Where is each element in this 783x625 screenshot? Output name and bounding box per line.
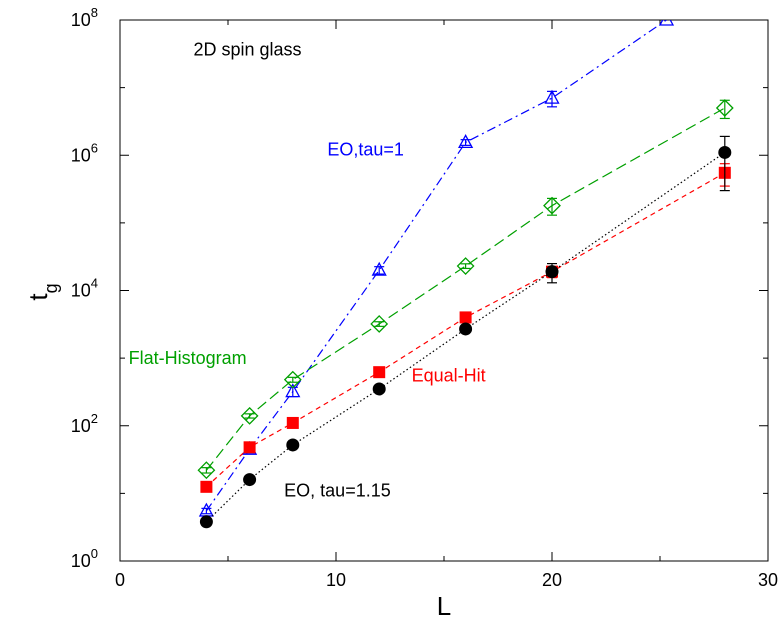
series-Flat-Histogram bbox=[197, 99, 734, 480]
data-point bbox=[459, 322, 473, 336]
series-line bbox=[205, 151, 726, 523]
y-tick-label: 102 bbox=[71, 411, 98, 436]
data-point bbox=[283, 370, 302, 389]
annotation: EO,tau=1 bbox=[327, 139, 404, 159]
x-axis-label: L bbox=[437, 591, 451, 621]
y-tick-label: 100 bbox=[71, 546, 98, 571]
axis-ticks: 0 10 20 30 100 102 104 106 108 bbox=[71, 5, 778, 590]
series-line bbox=[205, 107, 726, 471]
annotation: Equal-Hit bbox=[412, 366, 486, 386]
data-point bbox=[199, 515, 213, 529]
data-point bbox=[285, 383, 301, 398]
data-point bbox=[373, 366, 386, 379]
annotation: Flat-Histogram bbox=[129, 348, 247, 368]
data-point bbox=[658, 20, 675, 26]
x-tick-label: 0 bbox=[115, 570, 125, 590]
data-point bbox=[543, 196, 561, 215]
data-point bbox=[286, 416, 299, 429]
x-tick-label: 30 bbox=[758, 570, 778, 590]
data-point bbox=[372, 382, 386, 396]
annotation: 2D spin glass bbox=[193, 39, 301, 59]
data-point bbox=[243, 441, 256, 454]
data-point bbox=[240, 406, 259, 425]
data-point bbox=[459, 311, 472, 324]
data-point bbox=[200, 480, 213, 493]
data-point bbox=[371, 261, 387, 276]
series-EO,tau=1 bbox=[198, 20, 675, 517]
series-line bbox=[205, 20, 667, 512]
series-EO, tau=1.15 bbox=[199, 135, 732, 529]
data-point bbox=[544, 89, 560, 104]
x-tick-label: 20 bbox=[542, 570, 562, 590]
data-point bbox=[243, 473, 257, 487]
data-point bbox=[458, 134, 474, 149]
series-layer bbox=[197, 20, 734, 529]
data-point bbox=[197, 461, 216, 480]
y-tick-label: 106 bbox=[71, 140, 98, 165]
annotations-layer: 2D spin glass EO,tau=1 Flat-Histogram Equal… bbox=[129, 39, 486, 500]
y-tick-label: 104 bbox=[71, 276, 98, 301]
x-tick-label: 10 bbox=[326, 570, 346, 590]
data-point bbox=[456, 257, 475, 275]
y-axis-label: tg bbox=[23, 283, 61, 300]
plot-frame bbox=[119, 19, 769, 562]
data-point bbox=[718, 145, 732, 159]
annotation: EO, tau=1.15 bbox=[284, 480, 391, 500]
y-tick-label: 108 bbox=[71, 5, 98, 30]
data-point bbox=[545, 265, 559, 279]
data-point bbox=[715, 99, 734, 117]
data-point bbox=[286, 438, 300, 452]
data-point bbox=[370, 315, 389, 333]
